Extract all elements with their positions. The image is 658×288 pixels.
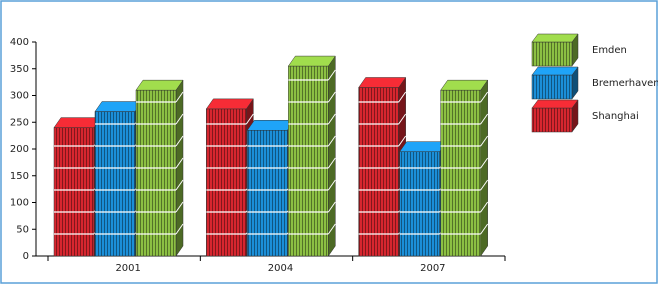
stack-top xyxy=(400,142,447,152)
container-stack xyxy=(441,80,488,256)
stack-top xyxy=(136,80,183,90)
stack-top xyxy=(247,120,294,130)
stack-top xyxy=(441,80,488,90)
legend-top xyxy=(532,100,578,108)
legend-label: Emden xyxy=(592,45,627,56)
stack-top xyxy=(288,56,335,66)
container-stack xyxy=(400,142,447,256)
bar xyxy=(54,128,94,256)
x-tick-label: 2007 xyxy=(420,263,445,274)
chart: 0 50 100 150 200 250 300 350 400 2001 2004 2007 Shan… xyxy=(0,0,658,284)
legend-label: Bremerhaven xyxy=(592,78,658,89)
stack-top xyxy=(54,118,101,128)
container-stack xyxy=(54,118,101,256)
legend-top xyxy=(532,34,578,42)
bar xyxy=(441,90,481,256)
y-tick-label: 50 xyxy=(16,224,29,235)
bar xyxy=(400,152,440,256)
container-stack xyxy=(359,77,406,256)
y-tick-label: 150 xyxy=(10,171,29,182)
legend-swatch xyxy=(532,42,572,66)
stack-top xyxy=(95,102,142,112)
y-tick-label: 200 xyxy=(10,144,29,155)
y-tick-label: 100 xyxy=(10,198,29,209)
stack-top xyxy=(206,99,253,109)
bar xyxy=(136,90,176,256)
container-stack xyxy=(136,80,183,256)
container-stack xyxy=(206,99,253,256)
container-stack xyxy=(95,102,142,256)
container-stack xyxy=(288,56,335,256)
y-tick-label: 250 xyxy=(10,117,29,128)
stack-top xyxy=(359,77,406,87)
legend-label: Shanghai xyxy=(592,111,639,122)
bar xyxy=(247,130,287,256)
y-tick-label: 0 xyxy=(23,251,29,262)
legend-swatch xyxy=(532,108,572,132)
container-stack xyxy=(247,120,294,256)
y-tick-label: 400 xyxy=(10,37,29,48)
bar xyxy=(288,66,328,256)
y-tick-label: 350 xyxy=(10,64,29,75)
legend-top xyxy=(532,67,578,75)
bar xyxy=(359,87,399,256)
legend-swatch xyxy=(532,75,572,99)
x-tick-label: 2001 xyxy=(115,263,140,274)
y-tick-label: 300 xyxy=(10,91,29,102)
x-tick-label: 2004 xyxy=(268,263,293,274)
